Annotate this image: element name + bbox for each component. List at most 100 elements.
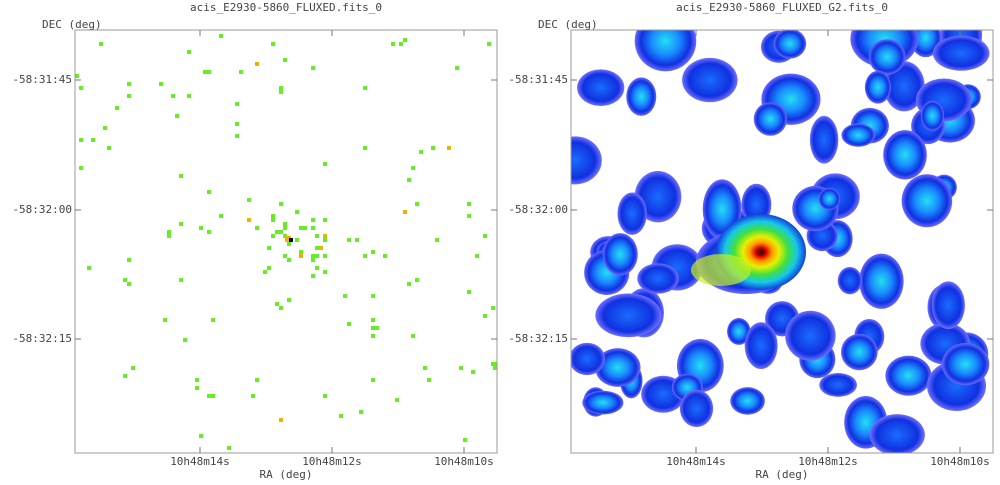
pixel — [207, 190, 211, 194]
x-tick-label: 10h48m12s — [302, 455, 362, 468]
pixel — [175, 114, 179, 118]
pixel — [99, 42, 103, 46]
pixel — [283, 58, 287, 62]
pixel — [467, 290, 471, 294]
pixel — [323, 162, 327, 166]
blob — [582, 390, 624, 415]
pixel — [207, 70, 211, 74]
pixel — [407, 282, 411, 286]
blob — [837, 266, 862, 295]
x-tick-label: 10h48m14s — [666, 455, 726, 468]
image-right — [571, 30, 990, 453]
plot-frame — [74, 29, 498, 454]
pixel — [411, 334, 415, 338]
pixel — [475, 254, 479, 258]
blob — [730, 387, 765, 415]
blob — [679, 389, 714, 428]
pixel — [167, 230, 171, 234]
pixel — [363, 146, 367, 150]
pixel — [271, 42, 275, 46]
pixel — [91, 138, 95, 142]
pixel — [131, 366, 135, 370]
pixel — [371, 378, 375, 382]
pixel — [271, 218, 275, 222]
blob — [577, 69, 625, 106]
blob — [931, 281, 965, 330]
x-tick-label: 10h48m10s — [434, 455, 494, 468]
pixel — [187, 50, 191, 54]
y-tick-label: -58:32:15 — [508, 332, 568, 345]
blob — [819, 373, 857, 397]
pixel — [167, 234, 171, 238]
pixel — [199, 434, 203, 438]
pixel — [323, 254, 327, 258]
pixel — [239, 70, 243, 74]
pixel — [459, 366, 463, 370]
pixel — [255, 226, 259, 230]
blob — [634, 30, 697, 72]
pixel — [287, 242, 291, 246]
blob — [595, 293, 662, 338]
blob — [571, 342, 606, 376]
pixel — [179, 278, 183, 282]
pixel — [275, 302, 279, 306]
pixel — [289, 238, 293, 242]
pixel — [483, 314, 487, 318]
pixel — [271, 214, 275, 218]
blob — [626, 77, 657, 116]
pixel — [195, 386, 199, 390]
pixel — [211, 318, 215, 322]
pixel — [87, 266, 91, 270]
pixel — [285, 236, 291, 242]
pixel — [299, 254, 303, 258]
pixel — [271, 234, 275, 238]
y-axis-label: DEC (deg) — [42, 18, 102, 31]
pixel — [195, 378, 199, 382]
pixel — [447, 146, 451, 150]
pixel — [279, 86, 283, 90]
pixel — [347, 322, 351, 326]
pixel — [127, 282, 131, 286]
blob — [637, 263, 679, 294]
pixel — [123, 278, 127, 282]
pixel — [363, 254, 367, 258]
pixel — [187, 94, 191, 98]
pixel — [255, 62, 259, 66]
x-axis-label: RA (deg) — [756, 468, 809, 481]
plot-frame — [570, 29, 994, 454]
pixel — [247, 218, 251, 222]
blob — [571, 136, 602, 185]
y-tick-label: -58:31:45 — [508, 73, 568, 86]
pixel — [355, 238, 359, 242]
blob — [841, 123, 876, 147]
pixel — [319, 246, 323, 250]
pixel — [415, 278, 419, 282]
y-tick-label: -58:32:00 — [508, 203, 568, 216]
blob — [785, 310, 836, 361]
pixel — [315, 266, 319, 270]
pixel — [403, 210, 407, 214]
pixel — [235, 102, 239, 106]
pixel — [407, 178, 411, 182]
pixel — [467, 214, 471, 218]
y-tick-label: -58:32:15 — [12, 332, 72, 345]
image-left — [75, 34, 497, 450]
blob — [883, 130, 927, 180]
pixel — [127, 94, 131, 98]
pixel — [79, 86, 83, 90]
blob — [727, 318, 751, 345]
pixel — [399, 42, 403, 46]
pixel — [211, 394, 215, 398]
pixel — [179, 222, 183, 226]
pixel — [279, 418, 283, 422]
pixel — [207, 394, 211, 398]
pixel — [255, 378, 259, 382]
pixel — [283, 226, 287, 230]
pixel — [299, 226, 303, 230]
pixel — [467, 202, 471, 206]
blob — [744, 322, 778, 370]
pixel — [263, 270, 267, 274]
pixel — [115, 106, 119, 110]
pixel — [203, 70, 207, 74]
pixel — [207, 230, 211, 234]
